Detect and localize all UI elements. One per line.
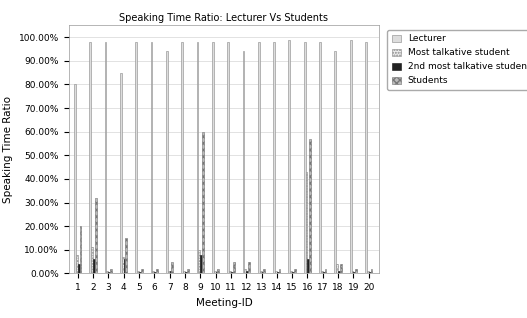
Bar xyxy=(171,262,173,273)
Bar xyxy=(93,259,95,273)
Bar xyxy=(323,272,325,273)
Bar xyxy=(306,172,307,273)
Bar xyxy=(352,271,354,273)
Bar xyxy=(156,269,158,273)
Bar xyxy=(197,42,198,273)
Bar xyxy=(294,269,296,273)
Bar xyxy=(340,264,342,273)
Bar xyxy=(152,271,154,273)
Bar xyxy=(80,226,81,273)
Bar xyxy=(354,272,355,273)
Bar xyxy=(125,238,128,273)
Y-axis label: Speaking Time Ratio: Speaking Time Ratio xyxy=(3,96,13,203)
Bar xyxy=(304,42,306,273)
Bar xyxy=(185,272,187,273)
Bar xyxy=(336,264,338,273)
Bar xyxy=(95,198,96,273)
Bar xyxy=(76,255,77,273)
Bar xyxy=(91,247,93,273)
Bar xyxy=(233,262,235,273)
X-axis label: Meeting-ID: Meeting-ID xyxy=(196,298,252,308)
Bar xyxy=(246,271,248,273)
Bar xyxy=(106,271,109,273)
Bar xyxy=(290,271,292,273)
Title: Speaking Time Ratio: Lecturer Vs Students: Speaking Time Ratio: Lecturer Vs Student… xyxy=(120,13,328,23)
Bar xyxy=(365,42,367,273)
Bar xyxy=(198,250,200,273)
Bar xyxy=(154,272,156,273)
Bar xyxy=(370,269,373,273)
Bar xyxy=(319,42,321,273)
Bar xyxy=(187,269,189,273)
Bar xyxy=(350,40,352,273)
Bar xyxy=(275,271,277,273)
Bar xyxy=(325,269,326,273)
Bar xyxy=(120,73,122,273)
Bar xyxy=(258,42,260,273)
Bar xyxy=(105,42,106,273)
Bar xyxy=(181,42,183,273)
Bar xyxy=(338,271,340,273)
Bar xyxy=(170,271,171,273)
Bar xyxy=(74,85,76,273)
Bar xyxy=(124,259,125,273)
Bar xyxy=(135,42,137,273)
Bar xyxy=(288,40,290,273)
Bar xyxy=(109,272,110,273)
Bar xyxy=(231,272,233,273)
Bar xyxy=(245,269,246,273)
Bar xyxy=(202,132,204,273)
Bar xyxy=(273,42,275,273)
Bar xyxy=(212,42,214,273)
Bar xyxy=(369,272,370,273)
Bar xyxy=(292,272,294,273)
Bar xyxy=(260,271,261,273)
Bar xyxy=(309,139,311,273)
Bar xyxy=(139,272,141,273)
Bar xyxy=(141,269,143,273)
Bar xyxy=(216,272,218,273)
Bar xyxy=(90,42,91,273)
Bar xyxy=(137,271,139,273)
Bar xyxy=(261,272,264,273)
Bar xyxy=(214,271,216,273)
Bar xyxy=(248,262,250,273)
Bar xyxy=(183,271,185,273)
Bar xyxy=(242,52,245,273)
Bar xyxy=(151,42,152,273)
Legend: Lecturer, Most talkative student, 2nd most talkative student, Students: Lecturer, Most talkative student, 2nd mo… xyxy=(387,30,527,90)
Bar xyxy=(218,269,219,273)
Bar xyxy=(307,259,309,273)
Bar xyxy=(321,271,323,273)
Bar xyxy=(335,52,336,273)
Bar xyxy=(277,272,279,273)
Bar xyxy=(355,269,357,273)
Bar xyxy=(166,52,168,273)
Bar xyxy=(229,271,231,273)
Bar xyxy=(227,42,229,273)
Bar xyxy=(77,264,80,273)
Bar xyxy=(122,257,124,273)
Bar xyxy=(279,269,280,273)
Bar xyxy=(264,269,265,273)
Bar xyxy=(367,271,369,273)
Bar xyxy=(168,271,170,273)
Bar xyxy=(200,255,202,273)
Bar xyxy=(110,269,112,273)
